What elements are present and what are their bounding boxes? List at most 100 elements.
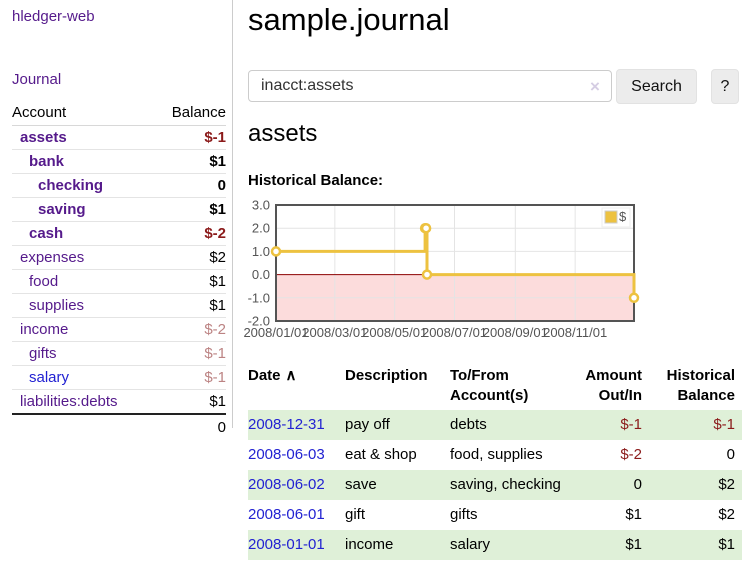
transaction-date-cell: 2008-12-31 [248,410,345,440]
data-point-marker [421,269,433,280]
account-balance: $1 [153,293,226,318]
account-balance: $-2 [153,221,226,246]
register-row: 2008-01-01 income salary $1 $1 [248,530,742,560]
transaction-balance: $2 [718,476,735,493]
y-tick-label: 0.0 [252,267,270,282]
chart-title: Historical Balance: [248,172,384,189]
date-column-header[interactable]: Date ∧ [248,362,345,410]
account-balance: $-1 [153,341,226,366]
register-table: Date ∧ Description To/From Account(s) Amo… [248,362,742,560]
register-row: 2008-06-03 eat & shop food, supplies $-2 0 [248,440,742,470]
accounts-total-row: 0 [12,413,226,440]
account-row: salary $-1 [12,365,226,390]
search-button[interactable]: Search [616,69,697,104]
account-balance: 0 [153,173,226,198]
transaction-date-cell: 2008-06-02 [248,470,345,500]
account-row: food $1 [12,269,226,294]
transaction-amount: $-2 [620,446,642,463]
sidebar-account-link[interactable]: assets [20,129,67,146]
account-row: assets $-1 [12,125,226,150]
register-table-body: 2008-12-31 pay off debts $-1 $-1 2008-06-03 ea… [248,410,742,560]
legend-label: $ [619,209,627,224]
transaction-amount: 0 [633,476,642,493]
transaction-date-cell: 2008-01-01 [248,530,345,560]
transaction-date-link[interactable]: 2008-12-31 [248,416,325,433]
x-tick-label: 2008/11/01 [543,325,607,340]
account-row: supplies $1 [12,293,226,318]
accounts-table-body: assets $-1 bank $1 checking 0 saving $1 cash $-2 e… [12,125,226,415]
page-title: sample.journal [248,2,450,37]
account-heading: assets [248,120,318,147]
account-balance: $1 [153,269,226,294]
transaction-description: pay off [345,416,390,433]
sidebar-account-link[interactable]: salary [29,369,70,386]
account-balance: $-1 [153,125,226,150]
transaction-accounts: gifts [450,506,478,523]
transaction-date-cell: 2008-06-03 [248,440,345,470]
register-row: 2008-12-31 pay off debts $-1 $-1 [248,410,742,440]
date-header-label: Date [248,367,281,384]
balance-chart-svg: 3.0 2.0 1.0 0.0 -1.0 -2.02008/01/012008/03/01… [243,198,640,340]
sidebar-item-journal[interactable]: Journal [12,71,62,88]
x-tick-label: 2008/09/01 [483,325,548,340]
sidebar-account-link[interactable]: cash [29,225,64,242]
sidebar-account-link[interactable]: food [29,273,59,290]
transaction-description: save [345,476,377,493]
transaction-date-link[interactable]: 2008-06-03 [248,446,325,463]
description-column-header: Description [345,367,428,384]
accounts-column-header: To/From Account(s) [450,367,529,404]
data-point-marker [628,292,640,304]
transaction-date-link[interactable]: 2008-06-02 [248,476,325,493]
transaction-accounts: saving, checking [450,476,561,493]
account-balance: $1 [153,389,226,415]
account-balance: $1 [153,149,226,174]
account-row: gifts $-1 [12,341,226,366]
account-balance: $2 [153,245,226,270]
account-row: expenses $2 [12,245,226,270]
transaction-date-link[interactable]: 2008-06-01 [248,506,325,523]
search-input[interactable] [248,70,612,102]
x-tick-label: 2008/07/01 [422,325,487,340]
accounts-table: Account Balance assets $-1 bank $1 checking 0… [12,100,226,440]
data-point-marker [270,246,282,257]
sidebar-account-link[interactable]: supplies [29,297,85,314]
sidebar-account-link[interactable]: income [20,321,69,338]
sidebar-account-link[interactable]: liabilities:debts [20,393,118,410]
transaction-amount: $1 [625,536,642,553]
transaction-balance: $-1 [713,416,735,433]
sidebar-account-link[interactable]: gifts [29,345,57,362]
y-tick-label: 2.0 [252,221,270,236]
account-row: income $-2 [12,317,226,342]
account-row: bank $1 [12,149,226,174]
transaction-accounts: debts [450,416,487,433]
transaction-description: income [345,536,394,553]
legend-swatch [604,210,618,224]
register-header-row: Date ∧ Description To/From Account(s) Amo… [248,362,742,410]
balance-chart[interactable]: 3.0 2.0 1.0 0.0 -1.0 -2.0 2008/01/01 2008/03/01… [240,198,742,348]
y-tick-label: -2.0 [248,314,270,329]
sidebar-account-link[interactable]: checking [38,177,104,194]
register-row: 2008-06-02 save saving, checking 0 $2 [248,470,742,500]
transaction-balance: $1 [718,536,735,553]
sidebar-account-link[interactable]: saving [38,201,86,218]
plot-border [275,204,635,322]
data-point-marker [420,222,432,234]
transaction-amount: $-1 [620,416,642,433]
sidebar-account-link[interactable]: expenses [20,249,85,266]
app-brand-link[interactable]: hledger-web [12,8,95,25]
clear-search-icon[interactable]: × [590,77,600,96]
accounts-table-header: Account Balance [12,100,226,126]
transaction-date-link[interactable]: 2008-01-01 [248,536,325,553]
sort-ascending-icon: ∧ [285,367,297,384]
sidebar: hledger-web Journal Account Balance asse… [0,0,233,440]
transaction-description: gift [345,506,366,523]
sidebar-account-link[interactable]: bank [29,153,65,170]
account-balance: $1 [153,197,226,222]
transaction-date-cell: 2008-06-01 [248,500,345,530]
transaction-balance: $2 [718,506,735,523]
help-button[interactable]: ? [711,69,739,104]
account-row: cash $-2 [12,221,226,246]
transaction-amount: $1 [625,506,642,523]
accounts-total-spacer [12,413,154,440]
x-tick-label: 2008/03/01 [302,325,367,340]
